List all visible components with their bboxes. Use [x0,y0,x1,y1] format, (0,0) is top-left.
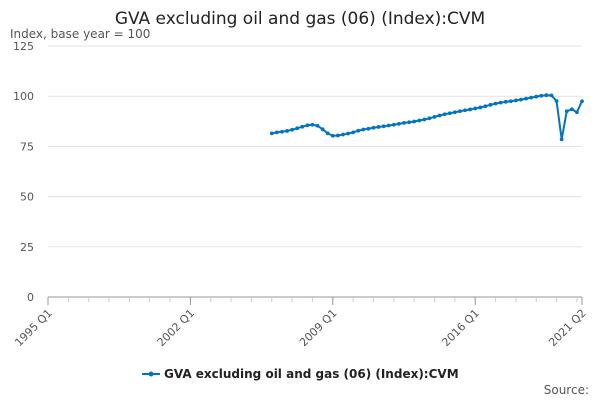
data-point[interactable] [356,128,361,133]
data-point[interactable] [412,119,417,124]
x-tick-label: 1995 Q1 [12,307,55,350]
y-tick-label: 125 [13,40,34,53]
data-point[interactable] [549,93,554,98]
data-point[interactable] [468,107,473,112]
source-label: Source: [544,383,589,397]
data-point[interactable] [402,121,406,125]
data-point[interactable] [575,110,579,115]
data-point[interactable] [473,106,478,111]
data-point[interactable] [458,109,462,114]
data-point[interactable] [381,124,386,129]
data-point[interactable] [503,99,508,104]
data-point[interactable] [320,127,325,132]
x-axis: 1995 Q1 2002 Q1 2009 Q1 2016 Q1 2021 Q2 [12,297,589,349]
data-point[interactable] [554,99,559,103]
data-point[interactable] [559,137,564,142]
data-point[interactable] [534,94,539,99]
data-point[interactable] [508,99,513,104]
y-tick-label: 0 [27,291,34,304]
data-point[interactable] [427,116,432,121]
data-point[interactable] [315,123,320,128]
data-point[interactable] [442,112,447,117]
y-axis-ticks: 0 25 50 75 100 125 [13,40,34,304]
data-point[interactable] [305,123,310,128]
chart-title: GVA excluding oil and gas (06) (Index):C… [115,9,485,29]
x-tick-label: 2009 Q1 [297,307,340,350]
data-point[interactable] [432,114,437,119]
legend[interactable]: GVA excluding oil and gas (06) (Index):C… [142,367,459,381]
data-point[interactable] [447,111,452,116]
data-point[interactable] [346,131,350,136]
data-point[interactable] [330,133,335,138]
x-tick-label: 2016 Q1 [439,307,482,350]
data-point[interactable] [422,117,427,122]
legend-marker [148,371,154,377]
data-point[interactable] [274,130,279,135]
data-point[interactable] [361,127,366,132]
data-point[interactable] [498,100,503,105]
y-tick-label: 75 [20,140,34,153]
data-point[interactable] [325,131,330,136]
data-point[interactable] [437,113,442,118]
data-point[interactable] [452,110,457,115]
data-point[interactable] [300,124,305,129]
data-point[interactable] [488,102,493,107]
data-point[interactable] [564,109,569,114]
y-tick-label: 50 [20,191,34,204]
data-point[interactable] [310,122,315,127]
y-tick-label: 100 [13,90,34,103]
data-point[interactable] [493,101,498,106]
legend-label[interactable]: GVA excluding oil and gas (06) (Index):C… [164,367,459,381]
y-axis-subtitle: Index, base year = 100 [10,27,150,41]
data-point[interactable] [386,123,391,128]
data-point[interactable] [524,96,528,101]
data-point[interactable] [341,132,345,137]
x-tick-label: 2021 Q2 [546,307,589,350]
series-layer [269,93,584,142]
data-point[interactable] [478,105,483,110]
data-point[interactable] [397,122,401,126]
series-line [271,94,583,141]
gridlines [48,45,582,298]
data-point[interactable] [371,125,376,130]
data-point[interactable] [513,98,518,103]
data-point[interactable] [280,129,284,134]
data-point[interactable] [269,131,274,136]
data-point[interactable] [463,108,467,113]
data-point[interactable] [290,127,295,132]
data-point[interactable] [366,126,371,131]
data-point[interactable] [483,104,488,109]
data-point[interactable] [335,133,340,138]
data-point[interactable] [539,93,544,98]
x-tick-label: 2002 Q1 [155,307,198,350]
data-point[interactable] [417,118,422,123]
data-point[interactable] [295,126,300,131]
data-point[interactable] [544,93,549,98]
data-point[interactable] [376,125,381,129]
y-tick-label: 25 [20,241,34,254]
data-point[interactable] [529,95,534,100]
data-point[interactable] [569,107,574,112]
data-point[interactable] [391,122,396,127]
data-point[interactable] [519,97,523,102]
data-point[interactable] [580,99,584,104]
data-point[interactable] [407,120,411,125]
data-point[interactable] [285,129,289,133]
data-point[interactable] [351,130,356,135]
